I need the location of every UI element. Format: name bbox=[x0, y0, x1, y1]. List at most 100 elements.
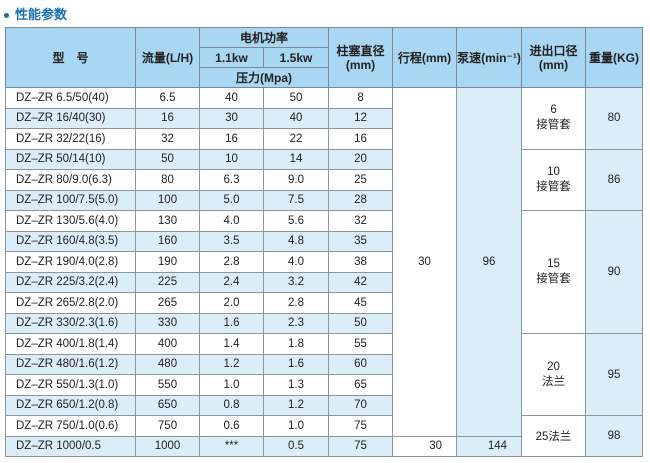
pressure-1-5kw-cell: 3.2 bbox=[262, 271, 330, 293]
pressure-1-1kw-cell: *** bbox=[199, 435, 264, 457]
port-size: 15 bbox=[547, 258, 560, 270]
port-cell: 10 接管套 bbox=[521, 148, 587, 211]
table-row: DZ–ZR 480/1.6(1.2) 480 1.2 1.6 60 bbox=[5, 353, 643, 375]
header-1-1kw: 1.1kw bbox=[199, 47, 264, 68]
plunger-cell: 50 bbox=[328, 312, 394, 334]
pressure-1-1kw-cell: 1.6 bbox=[199, 312, 264, 334]
plunger-cell: 75 bbox=[328, 435, 394, 457]
pressure-1-5kw-cell: 2.3 bbox=[262, 312, 330, 334]
model-cell: DZ–ZR 330/2.3(1.6) bbox=[5, 312, 136, 334]
pressure-1-5kw-cell: 0.5 bbox=[262, 435, 330, 457]
pressure-1-1kw-cell: 6.3 bbox=[199, 169, 264, 191]
table-row: DZ–ZR 550/1.3(1.0) 550 1.0 1.3 65 bbox=[5, 374, 643, 396]
pressure-1-5kw-cell: 9.0 bbox=[262, 169, 330, 191]
plunger-cell: 75 bbox=[328, 415, 394, 437]
plunger-cell: 16 bbox=[328, 128, 394, 150]
header-port: 进出口径(mm) bbox=[521, 27, 587, 88]
flow-cell: 160 bbox=[135, 230, 200, 252]
bullet-icon bbox=[4, 13, 9, 19]
table-row: DZ–ZR 750/1.0(0.6) 750 0.6 1.0 75 25法兰 98 bbox=[5, 415, 644, 457]
plunger-cell: 70 bbox=[328, 394, 394, 416]
port-type: 接管套 bbox=[536, 180, 571, 193]
pressure-1-1kw-cell: 4.0 bbox=[199, 210, 264, 232]
performance-table: 型 号 流量(L/H) 电机功率 柱塞直径(mm) 行程(mm) 泵速(min⁻… bbox=[5, 27, 644, 457]
pressure-1-1kw-cell: 2.0 bbox=[199, 292, 264, 314]
model-cell: DZ–ZR 130/5.6(4.0) bbox=[5, 210, 136, 232]
port-type: 接管套 bbox=[536, 119, 571, 132]
table-row: DZ–ZR 130/5.6(4.0) 130 4.0 5.6 32 15 接管套 90 bbox=[5, 210, 644, 334]
port-size: 25 bbox=[535, 431, 549, 443]
pressure-1-5kw-cell: 5.6 bbox=[262, 210, 330, 232]
header-speed: 泵速(min⁻¹) bbox=[456, 27, 523, 88]
weight-cell: 80 bbox=[585, 87, 644, 150]
pressure-1-5kw-cell: 4.8 bbox=[262, 230, 330, 252]
model-cell: DZ–ZR 100/7.5(5.0) bbox=[5, 189, 136, 211]
pressure-1-5kw-cell: 1.8 bbox=[262, 333, 330, 355]
model-cell: DZ–ZR 750/1.0(0.6) bbox=[5, 415, 136, 437]
header-plunger: 柱塞直径(mm) bbox=[328, 27, 394, 88]
stroke-cell: 30 bbox=[392, 435, 458, 457]
table-row: DZ–ZR 1000/0.5 1000 *** 0.5 75 30 144 bbox=[5, 435, 643, 457]
flow-cell: 100 bbox=[135, 189, 200, 211]
plunger-cell: 28 bbox=[328, 189, 394, 211]
header-motor-power: 电机功率 bbox=[198, 27, 330, 48]
model-cell: DZ–ZR 550/1.3(1.0) bbox=[5, 374, 136, 396]
model-cell: DZ–ZR 650/1.2(0.8) bbox=[5, 394, 136, 416]
table-row: DZ–ZR 650/1.2(0.8) 650 0.8 1.2 70 bbox=[5, 394, 643, 416]
table-row: DZ–ZR 190/4.0(2.8) 190 2.8 4.0 38 bbox=[5, 251, 643, 273]
pressure-1-1kw-cell: 2.4 bbox=[199, 271, 264, 293]
plunger-cell: 32 bbox=[328, 210, 394, 232]
flow-cell: 750 bbox=[135, 415, 200, 437]
pressure-1-1kw-cell: 1.4 bbox=[199, 333, 264, 355]
plunger-cell: 60 bbox=[328, 353, 394, 375]
plunger-cell: 8 bbox=[328, 87, 394, 109]
model-cell: DZ–ZR 225/3.2(2.4) bbox=[5, 271, 136, 293]
model-cell: DZ–ZR 190/4.0(2.8) bbox=[5, 251, 136, 273]
flow-cell: 330 bbox=[135, 312, 200, 334]
plunger-cell: 35 bbox=[328, 230, 394, 252]
port-cell: 6 接管套 bbox=[521, 87, 587, 150]
pressure-1-5kw-cell: 2.8 bbox=[262, 292, 330, 314]
plunger-cell: 12 bbox=[328, 107, 394, 129]
table-row: DZ–ZR 400/1.8(1.4) 400 1.4 1.8 55 20 法兰 95 bbox=[5, 333, 644, 416]
header-weight: 重量(KG) bbox=[585, 27, 644, 88]
model-cell: DZ–ZR 160/4.8(3.5) bbox=[5, 230, 136, 252]
header-pressure: 压力(Mpa) bbox=[198, 67, 330, 88]
pressure-1-5kw-cell: 4.0 bbox=[262, 251, 330, 273]
flow-cell: 190 bbox=[135, 251, 200, 273]
flow-cell: 480 bbox=[135, 353, 200, 375]
port-type: 接管套 bbox=[536, 273, 571, 285]
port-size: 10 bbox=[547, 165, 560, 178]
pressure-1-5kw-cell: 1.6 bbox=[262, 353, 330, 375]
model-cell: DZ–ZR 265/2.8(2.0) bbox=[5, 292, 136, 314]
weight-cell: 86 bbox=[585, 148, 644, 211]
port-cell: 15 接管套 bbox=[521, 210, 587, 334]
pressure-1-1kw-cell: 5.0 bbox=[199, 189, 264, 211]
table-row: DZ–ZR 6.5/50(40) 6.5 40 50 8 30 96 6 接管套 80 bbox=[5, 87, 644, 437]
flow-cell: 400 bbox=[135, 333, 200, 355]
pressure-1-1kw-cell: 1.0 bbox=[199, 374, 264, 396]
flow-cell: 265 bbox=[135, 292, 200, 314]
pressure-1-1kw-cell: 1.2 bbox=[199, 353, 264, 375]
table-row: DZ–ZR 32/22(16) 32 16 22 16 bbox=[5, 128, 643, 150]
header-model: 型 号 bbox=[5, 27, 136, 88]
model-cell: DZ–ZR 6.5/50(40) bbox=[5, 87, 136, 109]
table-row: DZ–ZR 100/7.5(5.0) 100 5.0 7.5 28 bbox=[5, 189, 643, 211]
port-type: 法兰 bbox=[548, 431, 572, 443]
flow-cell: 650 bbox=[135, 394, 200, 416]
plunger-cell: 42 bbox=[328, 271, 394, 293]
header-1-5kw: 1.5kw bbox=[262, 47, 330, 68]
speed-cell: 96 bbox=[456, 87, 523, 437]
plunger-cell: 38 bbox=[328, 251, 394, 273]
flow-cell: 80 bbox=[135, 169, 200, 191]
table-row: DZ–ZR 16/40(30) 16 30 40 12 bbox=[5, 107, 643, 129]
plunger-cell: 65 bbox=[328, 374, 394, 396]
port-size: 6 bbox=[550, 104, 557, 117]
table-row: DZ–ZR 225/3.2(2.4) 225 2.4 3.2 42 bbox=[5, 271, 643, 293]
pressure-1-5kw-cell: 14 bbox=[262, 148, 330, 170]
plunger-cell: 25 bbox=[328, 169, 394, 191]
pressure-1-5kw-cell: 50 bbox=[262, 87, 330, 109]
flow-cell: 50 bbox=[135, 148, 200, 170]
pressure-1-5kw-cell: 1.2 bbox=[262, 394, 330, 416]
pressure-1-1kw-cell: 3.5 bbox=[199, 230, 264, 252]
